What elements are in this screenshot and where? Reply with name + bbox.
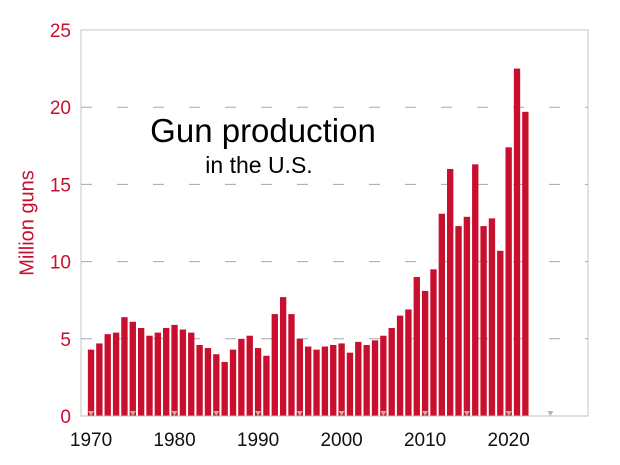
x-tick-marker [338,411,345,416]
bar [405,309,412,416]
bar [254,348,262,416]
bar [179,329,187,416]
bar [305,346,312,416]
bar [154,332,162,416]
x-tick-markers [88,411,554,416]
bar [171,324,178,416]
y-tick-label: 5 [60,330,71,351]
bar [96,343,103,416]
bar [137,327,145,416]
x-tick-marker [255,411,262,416]
bar [288,314,295,416]
bar [363,344,370,416]
bar [480,226,487,416]
bar [497,250,504,416]
bar [421,290,429,416]
bar [346,352,354,416]
bar [163,327,170,416]
bar [338,343,345,416]
bar [104,334,111,416]
bar [505,147,512,416]
x-tick-label: 2020 [488,430,530,451]
x-tick-marker [547,411,554,416]
x-tick-marker [129,411,136,416]
y-tick-label: 10 [50,253,71,274]
bar [263,355,270,416]
bar [296,338,304,416]
y-tick-labels: 0 5 10 15 20 25 [50,21,71,428]
x-tick-marker [213,411,220,416]
bar [213,354,220,416]
bar [371,340,379,416]
bar [129,321,136,416]
bar [488,218,496,416]
grid-lines [81,106,588,340]
x-tick-label: 1970 [70,430,112,451]
bar [146,335,153,416]
bar [188,332,195,416]
bar [355,341,362,416]
bar [112,332,120,416]
y-tick-label: 15 [50,175,71,196]
bar [430,269,437,416]
bar [463,216,471,416]
bar [413,277,420,416]
bar [313,349,320,416]
bar [380,335,387,416]
bar [438,213,446,416]
x-tick-marker [296,411,303,416]
bar [388,327,395,416]
bar [513,68,521,416]
x-tick-label: 2000 [320,430,362,451]
bar [204,348,212,416]
bar [238,338,245,416]
y-tick-label: 20 [50,98,71,119]
bar [455,226,462,416]
x-tick-marker [422,411,429,416]
bar [271,314,278,416]
y-tick-label: 0 [60,407,71,428]
x-tick-label: 1990 [237,430,279,451]
bar [246,335,253,416]
bar [321,346,329,416]
bar [229,349,237,416]
bar [472,164,479,416]
bar [121,317,128,416]
x-tick-labels: 1970 1980 1990 2000 2010 2020 [70,430,530,451]
bar-series [87,68,529,416]
bar [196,344,203,416]
x-tick-label: 2010 [404,430,446,451]
x-tick-marker [463,411,470,416]
chart-title: Gun production [150,112,376,149]
x-tick-marker [88,411,94,416]
y-axis-label: Million guns [16,170,38,276]
chart-subtitle: in the U.S. [205,152,312,178]
x-tick-marker [505,411,512,416]
bar [396,315,404,416]
bar [447,168,454,416]
x-tick-marker [380,411,387,416]
bar [330,344,337,416]
bar [221,361,228,416]
y-tick-label: 25 [50,21,71,42]
bar [279,297,287,416]
x-tick-marker [171,411,178,416]
x-tick-label: 1980 [153,430,195,451]
bar [87,349,95,416]
bar [522,111,529,416]
